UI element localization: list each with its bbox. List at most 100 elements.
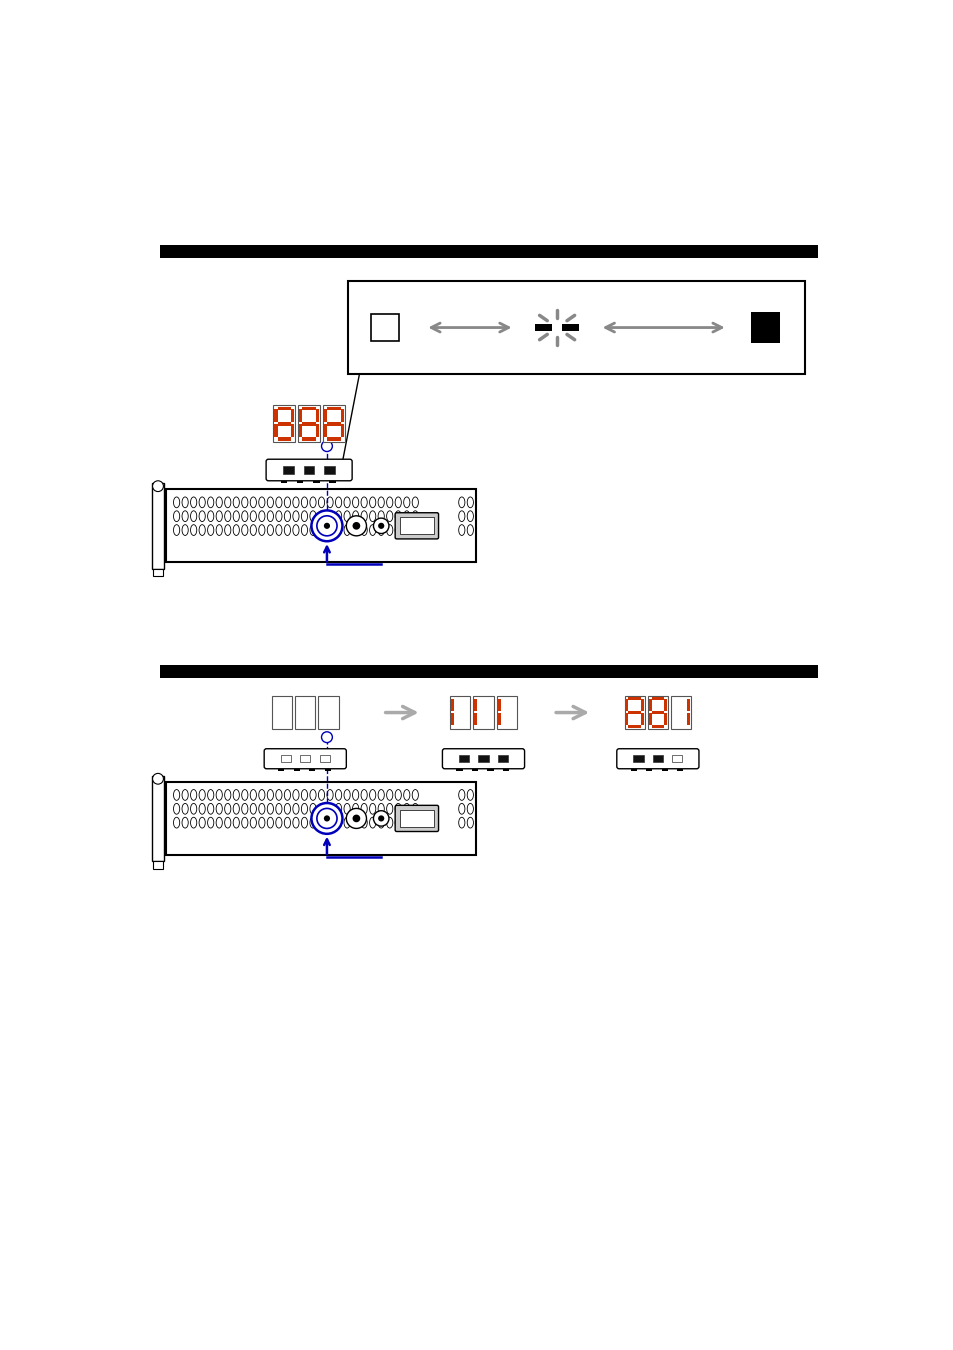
Bar <box>303 466 314 474</box>
Ellipse shape <box>395 497 401 508</box>
Ellipse shape <box>267 817 274 828</box>
Ellipse shape <box>216 817 222 828</box>
Ellipse shape <box>335 525 341 536</box>
Ellipse shape <box>353 510 358 521</box>
Ellipse shape <box>403 497 410 508</box>
Bar <box>686 699 690 710</box>
Ellipse shape <box>208 510 213 521</box>
Ellipse shape <box>360 790 367 801</box>
Ellipse shape <box>191 803 196 814</box>
Bar <box>340 409 343 421</box>
Ellipse shape <box>208 497 213 508</box>
Bar <box>451 699 454 710</box>
Ellipse shape <box>403 803 410 814</box>
Ellipse shape <box>191 525 196 536</box>
Ellipse shape <box>241 790 248 801</box>
Ellipse shape <box>224 790 231 801</box>
Ellipse shape <box>458 803 464 814</box>
Ellipse shape <box>310 790 315 801</box>
Ellipse shape <box>267 525 274 536</box>
Ellipse shape <box>199 497 205 508</box>
Bar <box>672 755 681 763</box>
Ellipse shape <box>182 510 188 521</box>
Ellipse shape <box>284 803 291 814</box>
Ellipse shape <box>233 510 239 521</box>
Bar <box>272 695 292 729</box>
Ellipse shape <box>353 817 358 828</box>
Bar <box>652 755 662 763</box>
Ellipse shape <box>224 525 231 536</box>
Ellipse shape <box>250 817 256 828</box>
Ellipse shape <box>353 803 358 814</box>
Bar <box>478 755 488 763</box>
Ellipse shape <box>377 497 384 508</box>
Ellipse shape <box>377 803 384 814</box>
Ellipse shape <box>293 497 298 508</box>
Ellipse shape <box>335 497 341 508</box>
Bar <box>327 423 340 425</box>
Ellipse shape <box>267 510 274 521</box>
Bar <box>302 437 315 441</box>
Ellipse shape <box>467 803 473 814</box>
Bar <box>651 697 663 701</box>
Ellipse shape <box>250 790 256 801</box>
Ellipse shape <box>327 525 333 536</box>
Ellipse shape <box>233 790 239 801</box>
Ellipse shape <box>403 510 410 521</box>
Ellipse shape <box>467 817 473 828</box>
Circle shape <box>152 481 163 491</box>
Bar <box>625 699 628 710</box>
Ellipse shape <box>284 510 291 521</box>
Ellipse shape <box>199 525 205 536</box>
Ellipse shape <box>344 510 350 521</box>
Ellipse shape <box>275 790 282 801</box>
Bar <box>291 424 294 437</box>
Bar <box>327 406 340 410</box>
Ellipse shape <box>467 525 473 536</box>
Ellipse shape <box>208 525 213 536</box>
Ellipse shape <box>310 803 315 814</box>
Ellipse shape <box>369 525 375 536</box>
Bar <box>450 695 470 729</box>
Ellipse shape <box>173 497 179 508</box>
Ellipse shape <box>386 803 393 814</box>
Ellipse shape <box>293 510 298 521</box>
Ellipse shape <box>275 817 282 828</box>
Ellipse shape <box>250 510 256 521</box>
Bar <box>670 695 691 729</box>
Ellipse shape <box>267 790 274 801</box>
Ellipse shape <box>182 790 188 801</box>
Bar <box>648 713 651 725</box>
FancyBboxPatch shape <box>442 749 524 768</box>
Bar <box>313 481 319 483</box>
Bar <box>280 755 291 763</box>
Circle shape <box>346 516 366 536</box>
Bar <box>677 768 682 771</box>
Ellipse shape <box>284 525 291 536</box>
Bar <box>277 406 291 410</box>
Ellipse shape <box>386 790 393 801</box>
Bar <box>166 489 476 563</box>
Ellipse shape <box>377 510 384 521</box>
Ellipse shape <box>208 817 213 828</box>
Circle shape <box>323 815 330 822</box>
Ellipse shape <box>335 817 341 828</box>
Ellipse shape <box>335 803 341 814</box>
Ellipse shape <box>301 803 307 814</box>
Ellipse shape <box>199 803 205 814</box>
Bar <box>280 481 287 483</box>
Ellipse shape <box>233 525 239 536</box>
Ellipse shape <box>250 525 256 536</box>
Bar <box>324 424 327 437</box>
Ellipse shape <box>233 817 239 828</box>
Ellipse shape <box>318 790 324 801</box>
Bar <box>302 406 315 410</box>
Bar <box>663 699 666 710</box>
Ellipse shape <box>191 510 196 521</box>
Ellipse shape <box>241 803 248 814</box>
Bar <box>497 713 500 725</box>
Ellipse shape <box>258 817 265 828</box>
Circle shape <box>353 814 360 822</box>
Ellipse shape <box>301 497 307 508</box>
Ellipse shape <box>344 803 350 814</box>
